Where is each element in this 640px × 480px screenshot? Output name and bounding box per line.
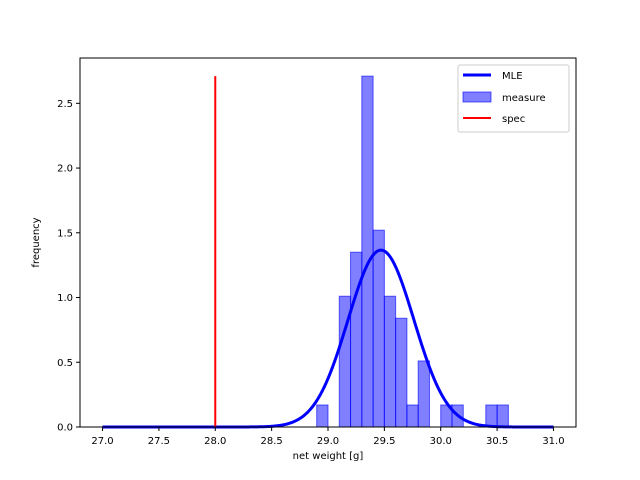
legend: MLE measure spec xyxy=(457,64,570,133)
x-tick-label: 30.5 xyxy=(486,436,508,447)
x-tick-label: 31.0 xyxy=(542,436,564,447)
legend-measure-swatch xyxy=(462,91,492,103)
x-tick-label: 29.0 xyxy=(317,436,339,447)
histogram-bar xyxy=(383,295,397,428)
y-tick-label: 1.0 xyxy=(57,293,73,304)
histogram-bar xyxy=(406,404,419,428)
legend-box xyxy=(457,64,570,133)
y-tick-label: 0.5 xyxy=(57,358,73,369)
x-tick-label: 28.0 xyxy=(204,436,226,447)
legend-mle-label: MLE xyxy=(502,71,523,82)
x-tick-label: 28.5 xyxy=(261,436,283,447)
y-tick-label: 0.0 xyxy=(57,423,73,434)
histogram-bar xyxy=(316,404,329,428)
legend-spec-label: spec xyxy=(502,114,525,125)
histogram-bar xyxy=(372,229,385,428)
y-tick-label: 2.0 xyxy=(57,164,73,175)
x-axis-label: net weight [g] xyxy=(293,451,364,462)
histogram-bar xyxy=(395,317,408,428)
mle-curve-layer xyxy=(102,248,554,429)
x-axis-ticks: 27.0 27.5 28.0 28.5 29.0 29.5 30.0 30.5 31.0 xyxy=(91,427,565,447)
histogram-bar xyxy=(361,75,374,428)
y-tick-label: 1.5 xyxy=(57,228,73,239)
y-axis-label: frequency xyxy=(31,217,42,267)
x-tick-label: 27.0 xyxy=(91,436,113,447)
histogram-bar xyxy=(417,360,430,428)
x-tick-label: 27.5 xyxy=(148,436,170,447)
legend-measure-label: measure xyxy=(502,93,546,104)
x-tick-label: 29.5 xyxy=(373,436,395,447)
histogram-bar xyxy=(485,404,498,428)
histogram-bars xyxy=(316,75,509,428)
x-tick-label: 30.0 xyxy=(430,436,452,447)
mle-curve xyxy=(102,248,554,429)
y-tick-label: 2.5 xyxy=(57,99,73,110)
y-axis-ticks: 0.0 0.5 1.0 1.5 2.0 2.5 xyxy=(57,99,80,434)
histogram-bar xyxy=(496,404,509,428)
